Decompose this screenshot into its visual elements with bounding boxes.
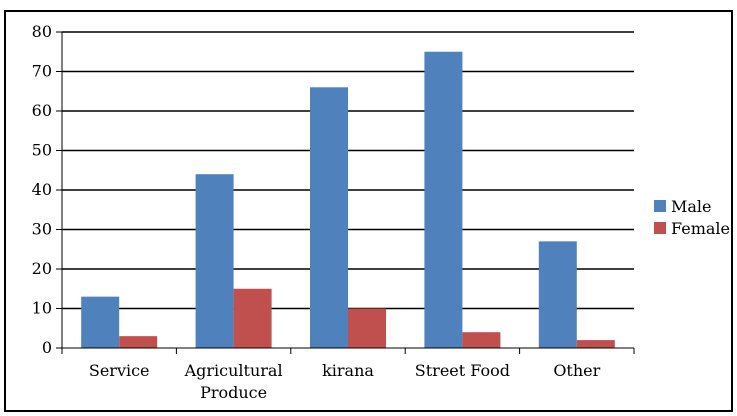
x-category-label-1-0: Agricultural xyxy=(184,361,283,380)
bar-female-0 xyxy=(119,336,158,348)
y-tick-label-70: 70 xyxy=(32,62,52,81)
bar-male-0 xyxy=(81,296,120,348)
legend-swatch-female xyxy=(654,222,666,234)
y-tick-label-0: 0 xyxy=(42,338,52,357)
bar-female-3 xyxy=(462,332,501,348)
x-category-label-3-0: Street Food xyxy=(415,361,510,380)
y-tick-label-60: 60 xyxy=(32,101,52,120)
bar-male-3 xyxy=(424,51,463,348)
bar-male-1 xyxy=(195,174,234,348)
x-category-labels: Service Agricultural Produce kirana Street F… xyxy=(89,361,601,402)
legend-label-male: Male xyxy=(671,197,712,216)
y-tick-label-30: 30 xyxy=(32,220,52,239)
y-tick-label-20: 20 xyxy=(32,259,52,278)
bar-female-1 xyxy=(233,288,272,348)
y-tick-label-40: 40 xyxy=(32,180,52,199)
legend-swatch-male xyxy=(654,200,666,212)
x-category-label-2-0: kirana xyxy=(322,361,374,380)
y-tick-label-10: 10 xyxy=(32,299,52,318)
axes xyxy=(56,31,635,354)
bar-male-4 xyxy=(538,241,577,348)
bars xyxy=(81,51,615,349)
x-category-label-1-1: Produce xyxy=(200,383,267,402)
x-category-label-0-0: Service xyxy=(89,361,150,380)
bar-female-4 xyxy=(576,340,615,348)
y-tick-labels: 0 10 20 30 40 50 60 70 80 xyxy=(32,22,52,357)
y-tick-label-50: 50 xyxy=(32,141,52,160)
bar-male-2 xyxy=(310,87,348,349)
x-category-label-4-0: Other xyxy=(553,361,600,380)
bar-female-2 xyxy=(348,308,386,348)
legend: Male Female xyxy=(654,197,730,238)
legend-label-female: Female xyxy=(671,219,730,238)
y-tick-label-80: 80 xyxy=(32,22,52,41)
